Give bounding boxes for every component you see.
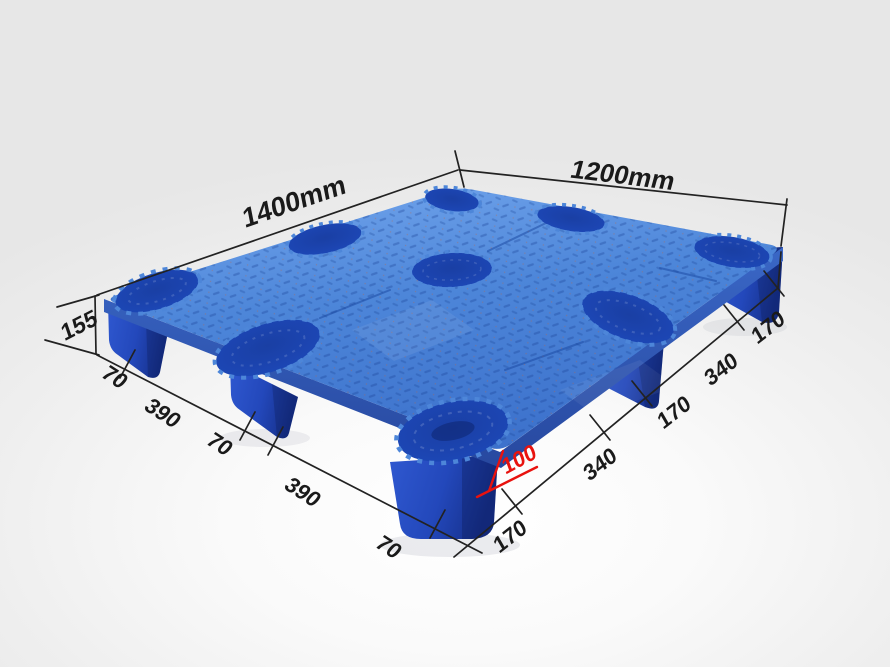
deck-smooth-patch: [352, 300, 474, 361]
dim-tick-br-4: [723, 304, 745, 331]
dim-tick-bl-3: [267, 426, 284, 456]
pallet-hole-center: [408, 249, 496, 291]
deck-grooves: [319, 222, 717, 371]
deck-top-texture: [110, 188, 777, 449]
dimension-lines: [44, 150, 788, 558]
pallet-foot-front-corner: [390, 455, 498, 539]
dim-tick-br-2: [589, 414, 611, 441]
dim-label-left-seg-5: 70: [371, 531, 408, 563]
pallet-hole-top-left-edge: [285, 220, 365, 258]
pallet-hole-top-right-edge: [534, 202, 608, 236]
pallet-hole-right-corner: [691, 232, 773, 272]
dim-tick-bl-1: [119, 349, 136, 379]
dim-line-155: [94, 295, 97, 355]
pallet-hole-right-front-edge: [578, 287, 678, 347]
dim-line-length-1400: [96, 169, 459, 296]
dim-label-width: 1200mm: [567, 154, 678, 196]
dim-tick-bl-4: [429, 509, 446, 539]
dim-tick-apex: [454, 150, 465, 188]
dim-tick-155-bottom: [44, 339, 100, 356]
dim-tick-bl-2: [239, 411, 256, 441]
pallet-hole-top-corner: [421, 185, 483, 215]
dim-line-bottom-right: [453, 287, 779, 558]
dim-label-left-seg-2: 390: [139, 394, 186, 433]
dim-line-bottom-left: [96, 354, 483, 554]
dim-label-left-seg-4: 390: [279, 473, 326, 512]
dim-line-width-1200: [459, 169, 788, 206]
dim-ext-right-corner: [777, 251, 782, 289]
foot-shade: [272, 384, 298, 439]
dim-label-height: 155: [58, 304, 101, 346]
dim-tick-155-top: [56, 294, 100, 308]
pallet-foot-left-corner: [108, 302, 168, 378]
foot-shade: [462, 455, 498, 539]
pallet-deck-top: [110, 188, 777, 449]
dim-tick-br-end: [763, 270, 785, 297]
dim-tick-1200-right: [780, 198, 788, 247]
foot-width-callout: [475, 449, 539, 499]
dim-label-left-seg-1: 70: [97, 361, 134, 393]
pallet-hole-left-corner: [112, 266, 202, 316]
pallet-holes: [112, 185, 773, 466]
dim-tick-br-1: [501, 488, 523, 515]
dim-tick-br-3: [631, 380, 653, 407]
dim-label-right-seg-4: 340: [700, 347, 741, 391]
deck-smooth-patch: [560, 360, 676, 416]
foot-width-leader: [475, 449, 539, 499]
foot-shade: [146, 321, 168, 378]
pallet-foot-mid-left: [230, 363, 298, 439]
dim-label-right-seg-3: 170: [653, 390, 694, 434]
